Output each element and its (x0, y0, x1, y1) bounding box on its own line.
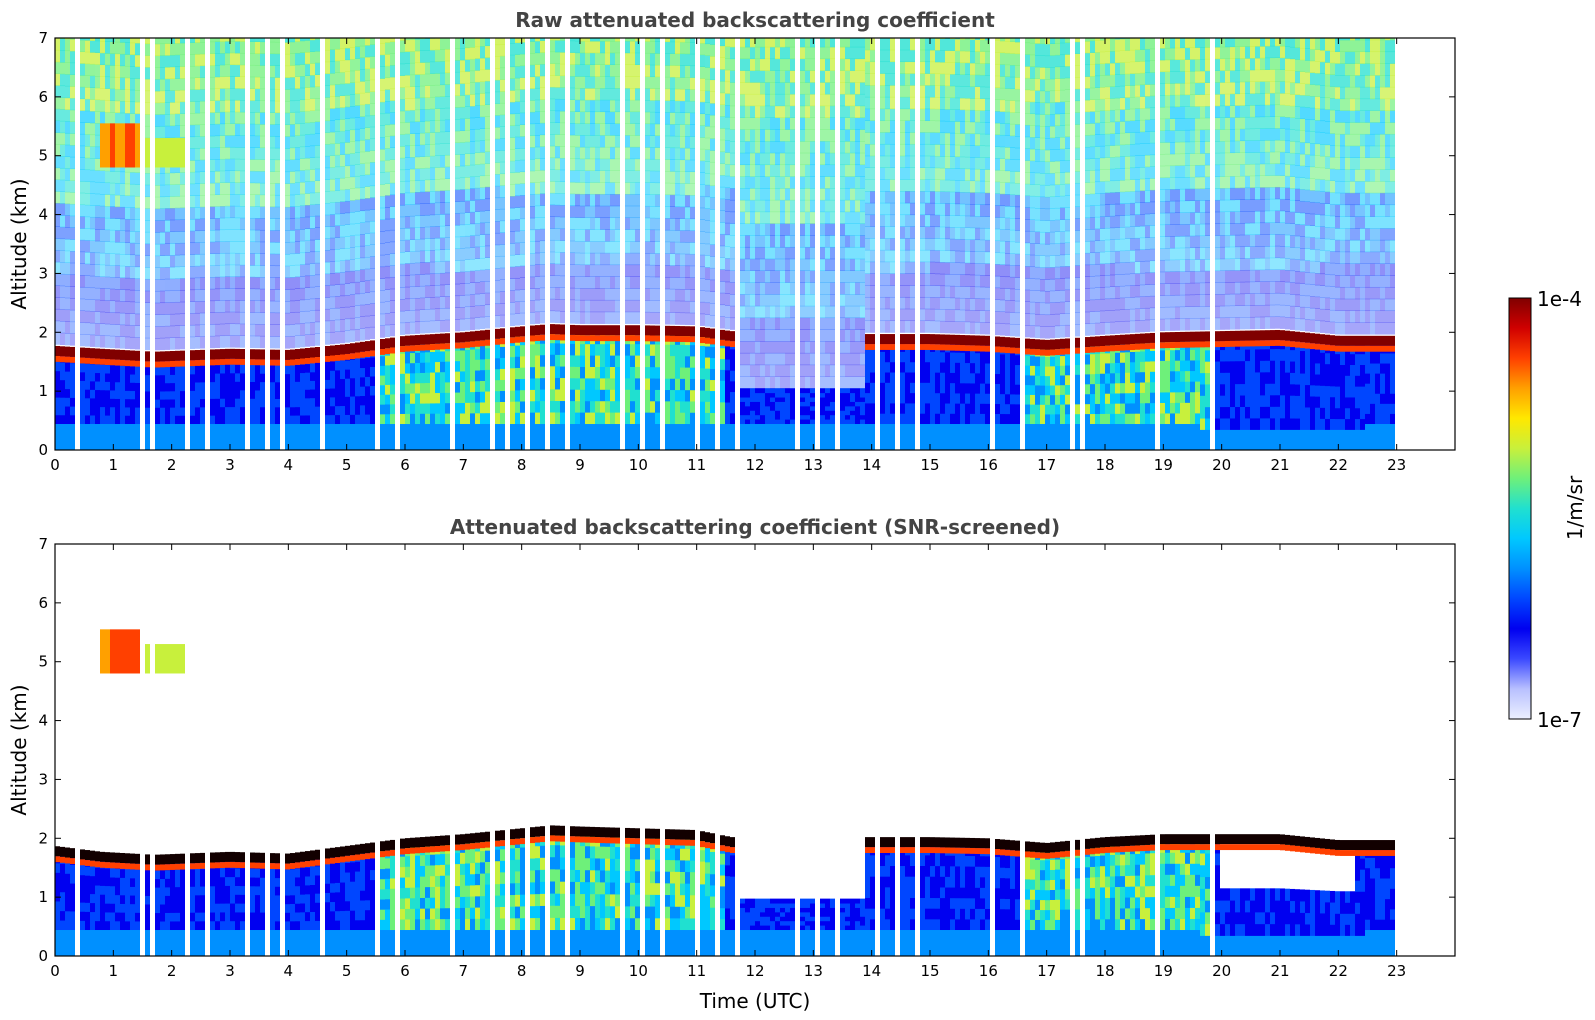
x-tick-label: 4 (284, 456, 294, 474)
top-panel-title: Raw attenuated backscattering coefficien… (515, 8, 995, 32)
x-tick-label: 4 (284, 962, 294, 980)
x-tick-label: 7 (459, 456, 469, 474)
x-tick-label: 10 (629, 962, 648, 980)
colorbar-unit-label: 1/m/sr (1563, 475, 1587, 540)
y-tick-label: 7 (38, 535, 48, 553)
bottom-heatmap-area (55, 629, 1395, 956)
x-tick-label: 18 (1095, 962, 1114, 980)
y-tick-label: 4 (38, 712, 48, 730)
x-tick-label: 7 (459, 962, 469, 980)
bottom-y-axis-label: Altitude (km) (7, 684, 31, 815)
x-tick-label: 9 (575, 962, 585, 980)
top-y-axis-label: Altitude (km) (7, 178, 31, 309)
y-tick-label: 0 (38, 441, 48, 459)
x-tick-label: 3 (225, 962, 235, 980)
y-tick-label: 0 (38, 947, 48, 965)
x-tick-label: 16 (979, 962, 998, 980)
x-tick-label: 3 (225, 456, 235, 474)
x-tick-label: 11 (687, 456, 706, 474)
colorbar-gradient (1508, 297, 1532, 720)
x-tick-label: 1 (109, 456, 119, 474)
x-tick-label: 0 (50, 962, 60, 980)
y-tick-label: 5 (38, 653, 48, 671)
x-tick-label: 6 (400, 456, 410, 474)
x-tick-label: 2 (167, 962, 177, 980)
x-tick-label: 0 (50, 456, 60, 474)
x-tick-label: 20 (1212, 456, 1231, 474)
x-tick-label: 14 (862, 962, 881, 980)
x-tick-label: 21 (1270, 962, 1289, 980)
x-tick-label: 18 (1095, 456, 1114, 474)
x-tick-label: 21 (1270, 456, 1289, 474)
x-tick-label: 17 (1037, 962, 1056, 980)
x-tick-label: 11 (687, 962, 706, 980)
x-tick-label: 13 (804, 962, 823, 980)
colorbar-min-label: 1e-7 (1537, 708, 1582, 732)
top-x-axis: 0 1 2 3 4 5 6 7 8 9 10 11 12 13 14 15 16 17 18 19 20 21 22 23 (50, 38, 1406, 474)
x-tick-label: 20 (1212, 962, 1231, 980)
y-tick-label: 2 (38, 323, 48, 341)
y-tick-label: 6 (38, 594, 48, 612)
x-tick-label: 19 (1154, 456, 1173, 474)
x-tick-label: 12 (745, 456, 764, 474)
x-tick-label: 5 (342, 962, 352, 980)
x-tick-label: 17 (1037, 456, 1056, 474)
x-tick-label: 16 (979, 456, 998, 474)
x-tick-label: 23 (1387, 962, 1406, 980)
colorbar-max-label: 1e-4 (1537, 287, 1582, 311)
bottom-y-axis: 0 1 2 3 4 5 6 7 (38, 535, 1455, 965)
y-tick-label: 1 (38, 888, 48, 906)
x-tick-label: 2 (167, 456, 177, 474)
x-tick-label: 12 (745, 962, 764, 980)
x-axis-label: Time (UTC) (699, 989, 811, 1013)
x-tick-label: 8 (517, 456, 527, 474)
x-tick-label: 6 (400, 962, 410, 980)
x-tick-label: 1 (109, 962, 119, 980)
x-tick-label: 5 (342, 456, 352, 474)
x-tick-label: 14 (862, 456, 881, 474)
top-y-axis: 0 1 2 3 4 5 6 7 (38, 29, 1455, 459)
x-tick-label: 23 (1387, 456, 1406, 474)
colorbar: 1e-4 1e-7 1/m/sr (1508, 287, 1587, 732)
y-tick-label: 4 (38, 206, 48, 224)
top-heatmap-area (55, 38, 1395, 450)
y-tick-label: 3 (38, 770, 48, 788)
x-tick-label: 15 (920, 456, 939, 474)
y-tick-label: 3 (38, 264, 48, 282)
bottom-x-axis: 0 1 2 3 4 5 6 7 8 9 10 11 12 13 14 15 16 17 18 19 20 21 22 23 (50, 544, 1406, 980)
y-tick-label: 5 (38, 147, 48, 165)
y-tick-label: 7 (38, 29, 48, 47)
y-tick-label: 6 (38, 88, 48, 106)
x-tick-label: 8 (517, 962, 527, 980)
x-tick-label: 13 (804, 456, 823, 474)
x-tick-label: 9 (575, 456, 585, 474)
x-tick-label: 15 (920, 962, 939, 980)
top-panel: Raw attenuated backscattering coefficien… (7, 8, 1456, 474)
x-tick-label: 22 (1329, 962, 1348, 980)
y-tick-label: 1 (38, 382, 48, 400)
x-tick-label: 22 (1329, 456, 1348, 474)
bottom-panel: Attenuated backscattering coefficient (S… (7, 515, 1456, 1013)
bottom-panel-title: Attenuated backscattering coefficient (S… (450, 515, 1060, 539)
x-tick-label: 19 (1154, 962, 1173, 980)
y-tick-label: 2 (38, 829, 48, 847)
x-tick-label: 10 (629, 456, 648, 474)
